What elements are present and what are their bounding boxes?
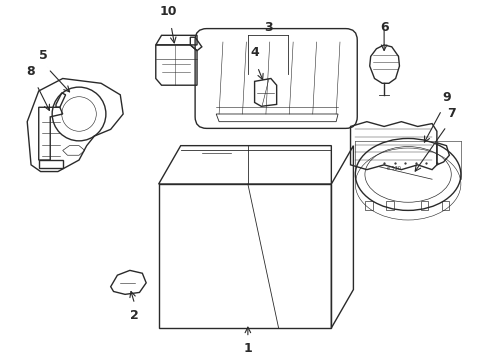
Text: 2: 2 — [130, 309, 139, 322]
Text: 1: 1 — [244, 342, 252, 355]
Text: 6: 6 — [380, 21, 389, 34]
Text: 4: 4 — [250, 46, 259, 59]
Text: 10: 10 — [160, 5, 177, 18]
Text: 9: 9 — [442, 91, 451, 104]
Text: 3: 3 — [265, 21, 273, 34]
Text: 8: 8 — [27, 66, 35, 78]
Text: 7: 7 — [447, 107, 456, 120]
Text: 5: 5 — [39, 49, 48, 62]
Text: e 530: e 530 — [387, 166, 401, 171]
